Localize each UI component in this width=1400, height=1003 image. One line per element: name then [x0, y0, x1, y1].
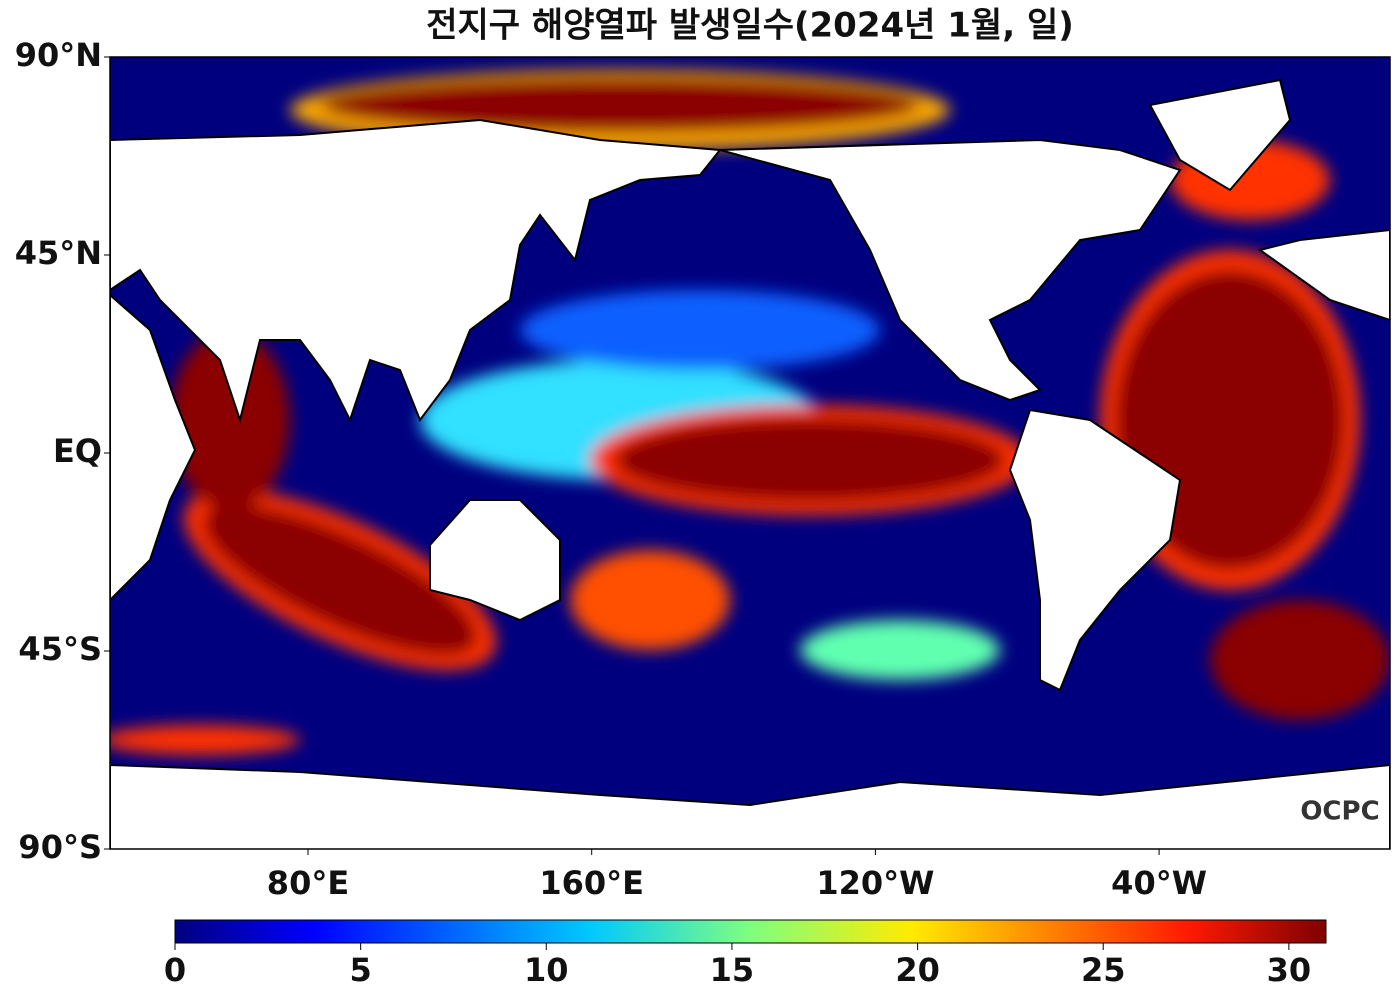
colorbar-tick-label: 10 [524, 951, 569, 989]
antarctica [110, 763, 1390, 849]
map: OCPC [110, 57, 1390, 849]
lat-label: 45°S [18, 630, 102, 668]
australia [429, 499, 561, 622]
greenland [1148, 78, 1292, 192]
logo: OCPC [1300, 797, 1379, 827]
colorbar-tick-label: 5 [350, 951, 372, 989]
eurasia [110, 118, 722, 424]
colorbar-tick-label: 25 [1081, 951, 1126, 989]
colorbar [174, 919, 1327, 944]
lon-label: 160°E [539, 864, 644, 902]
lon-label: 80°E [267, 864, 349, 902]
colorbar-tick-label: 0 [164, 951, 186, 989]
lon-label: 40°W [1111, 864, 1207, 902]
north-america [719, 138, 1182, 402]
lon-label: 120°W [816, 864, 934, 902]
lat-label: EQ [53, 432, 102, 470]
title: 전지구 해양열파 발생일수(2024년 1월, 일) [426, 6, 1074, 46]
africa [110, 293, 197, 602]
south-america [1008, 408, 1182, 692]
lat-label: 45°N [15, 234, 102, 272]
colorbar-tick-label: 30 [1267, 951, 1312, 989]
lat-label: 90°N [15, 36, 102, 74]
europe [1257, 228, 1390, 322]
colorbar-tick-label: 20 [895, 951, 940, 989]
colorbar-tick-label: 15 [710, 951, 755, 989]
lat-label: 90°S [18, 828, 102, 866]
